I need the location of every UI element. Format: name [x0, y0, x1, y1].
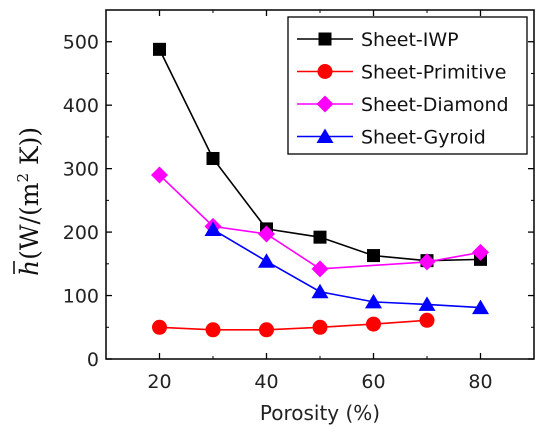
svg-text:h(W/(m2 K)): h(W/(m2 K))	[14, 127, 44, 276]
y-axis-label-symbol: h	[15, 260, 44, 276]
series-line-sheet-gyroid	[212, 228, 481, 309]
series-layer	[151, 42, 489, 338]
data-point-sheet-diamond	[311, 260, 329, 278]
y-axis-label-text: (W/(m	[15, 182, 44, 260]
legend-item-sheet-iwp: Sheet-IWP	[297, 29, 459, 51]
x-tick-label: 20	[147, 371, 171, 393]
data-point-sheet-primitive	[312, 319, 328, 335]
y-axis-label: h(W/(m2 K))	[13, 127, 44, 276]
data-point-sheet-diamond	[151, 166, 168, 184]
data-point-sheet-primitive	[259, 322, 274, 338]
x-tick-label: 40	[254, 371, 278, 393]
series-sheet-diamond	[151, 166, 489, 278]
data-point-sheet-primitive	[152, 319, 167, 335]
legend-label: Sheet-Primitive	[361, 62, 506, 84]
data-point-sheet-iwp	[206, 151, 220, 165]
x-tick-label: 80	[468, 371, 492, 393]
y-tick-label: 100	[63, 286, 99, 308]
legend-swatch-marker	[318, 32, 332, 46]
data-point-sheet-primitive	[366, 316, 381, 332]
data-point-sheet-gyroid	[258, 253, 275, 268]
data-point-sheet-gyroid	[311, 283, 329, 299]
y-tick-label: 400	[63, 95, 99, 117]
data-point-sheet-gyroid	[204, 221, 222, 237]
data-point-sheet-gyroid	[365, 293, 382, 309]
legend-swatch-marker	[316, 95, 334, 113]
series-sheet-gyroid	[204, 221, 489, 315]
legend-item-sheet-primitive: Sheet-Primitive	[297, 62, 506, 84]
y-tick-label: 200	[63, 222, 99, 244]
data-point-sheet-iwp	[367, 249, 380, 263]
axis-ticks: 20 40 60 80 0 100 200 300 400 500	[63, 10, 535, 393]
legend-label: Sheet-Gyroid	[361, 127, 486, 149]
y-axis-label-text-end: K))	[15, 127, 44, 173]
data-point-sheet-diamond	[472, 243, 489, 261]
legend-items: Sheet-IWP Sheet-Primitive Sheet-Diamond She…	[297, 29, 509, 149]
series-line-sheet-primitive	[159, 319, 428, 331]
data-point-sheet-gyroid	[418, 296, 436, 311]
y-tick-label: 300	[63, 159, 99, 181]
legend-label: Sheet-IWP	[361, 29, 459, 51]
data-point-sheet-gyroid	[472, 299, 489, 315]
legend-item-sheet-diamond: Sheet-Diamond	[297, 94, 509, 116]
y-tick-label: 0	[87, 349, 99, 371]
data-point-sheet-diamond	[418, 253, 436, 271]
series-sheet-primitive	[152, 312, 435, 338]
x-tick-label: 60	[361, 371, 385, 393]
y-tick-label: 500	[63, 32, 99, 54]
legend-swatch-marker	[316, 128, 334, 143]
data-point-sheet-iwp	[313, 230, 327, 244]
legend-label: Sheet-Diamond	[361, 94, 509, 116]
data-point-sheet-iwp	[153, 42, 166, 56]
data-point-sheet-diamond	[258, 225, 275, 243]
series-line-sheet-diamond	[158, 174, 481, 270]
data-point-sheet-primitive	[205, 322, 221, 338]
x-axis-label: Porosity (%)	[260, 401, 380, 425]
legend: Sheet-IWP Sheet-Primitive Sheet-Diamond She…	[287, 16, 528, 155]
y-axis-label-sup: 2	[14, 173, 32, 183]
legend-swatch-marker	[317, 64, 333, 79]
legend-item-sheet-gyroid: Sheet-Gyroid	[297, 127, 486, 149]
data-point-sheet-primitive	[419, 312, 435, 328]
